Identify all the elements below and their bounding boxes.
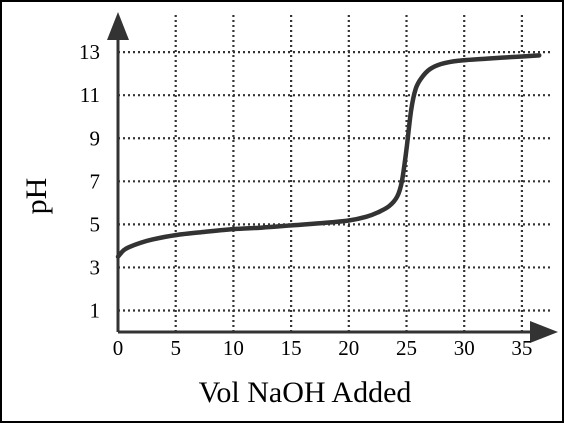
grid: [118, 15, 552, 332]
x-axis-label: Vol NaOH Added: [199, 376, 412, 409]
x-tick-labels: 0 5 10 15 20 25 30 35: [113, 336, 533, 360]
y-tick-label-7: 7: [90, 169, 101, 193]
x-tick-label-0: 0: [113, 336, 124, 360]
x-tick-label-5: 5: [170, 336, 181, 360]
y-tick-label-5: 5: [90, 212, 101, 236]
y-tick-label-11: 11: [80, 83, 100, 107]
x-tick-label-15: 15: [281, 336, 302, 360]
axes: [107, 12, 558, 343]
x-tick-label-35: 35: [511, 336, 532, 360]
y-axis-arrow: [107, 12, 129, 40]
y-axis-label: pH: [20, 178, 53, 215]
series: [115, 53, 542, 259]
x-tick-label-20: 20: [338, 336, 359, 360]
x-axis-arrow: [530, 321, 558, 343]
x-tick-label-30: 30: [454, 336, 475, 360]
x-tick-label-25: 25: [396, 336, 417, 360]
y-tick-label-13: 13: [79, 40, 100, 64]
x-tick-label-10: 10: [223, 336, 244, 360]
y-tick-label-1: 1: [90, 298, 101, 322]
y-tick-label-9: 9: [90, 126, 101, 150]
titration-curve-line: [115, 53, 542, 259]
y-tick-label-3: 3: [90, 255, 101, 279]
